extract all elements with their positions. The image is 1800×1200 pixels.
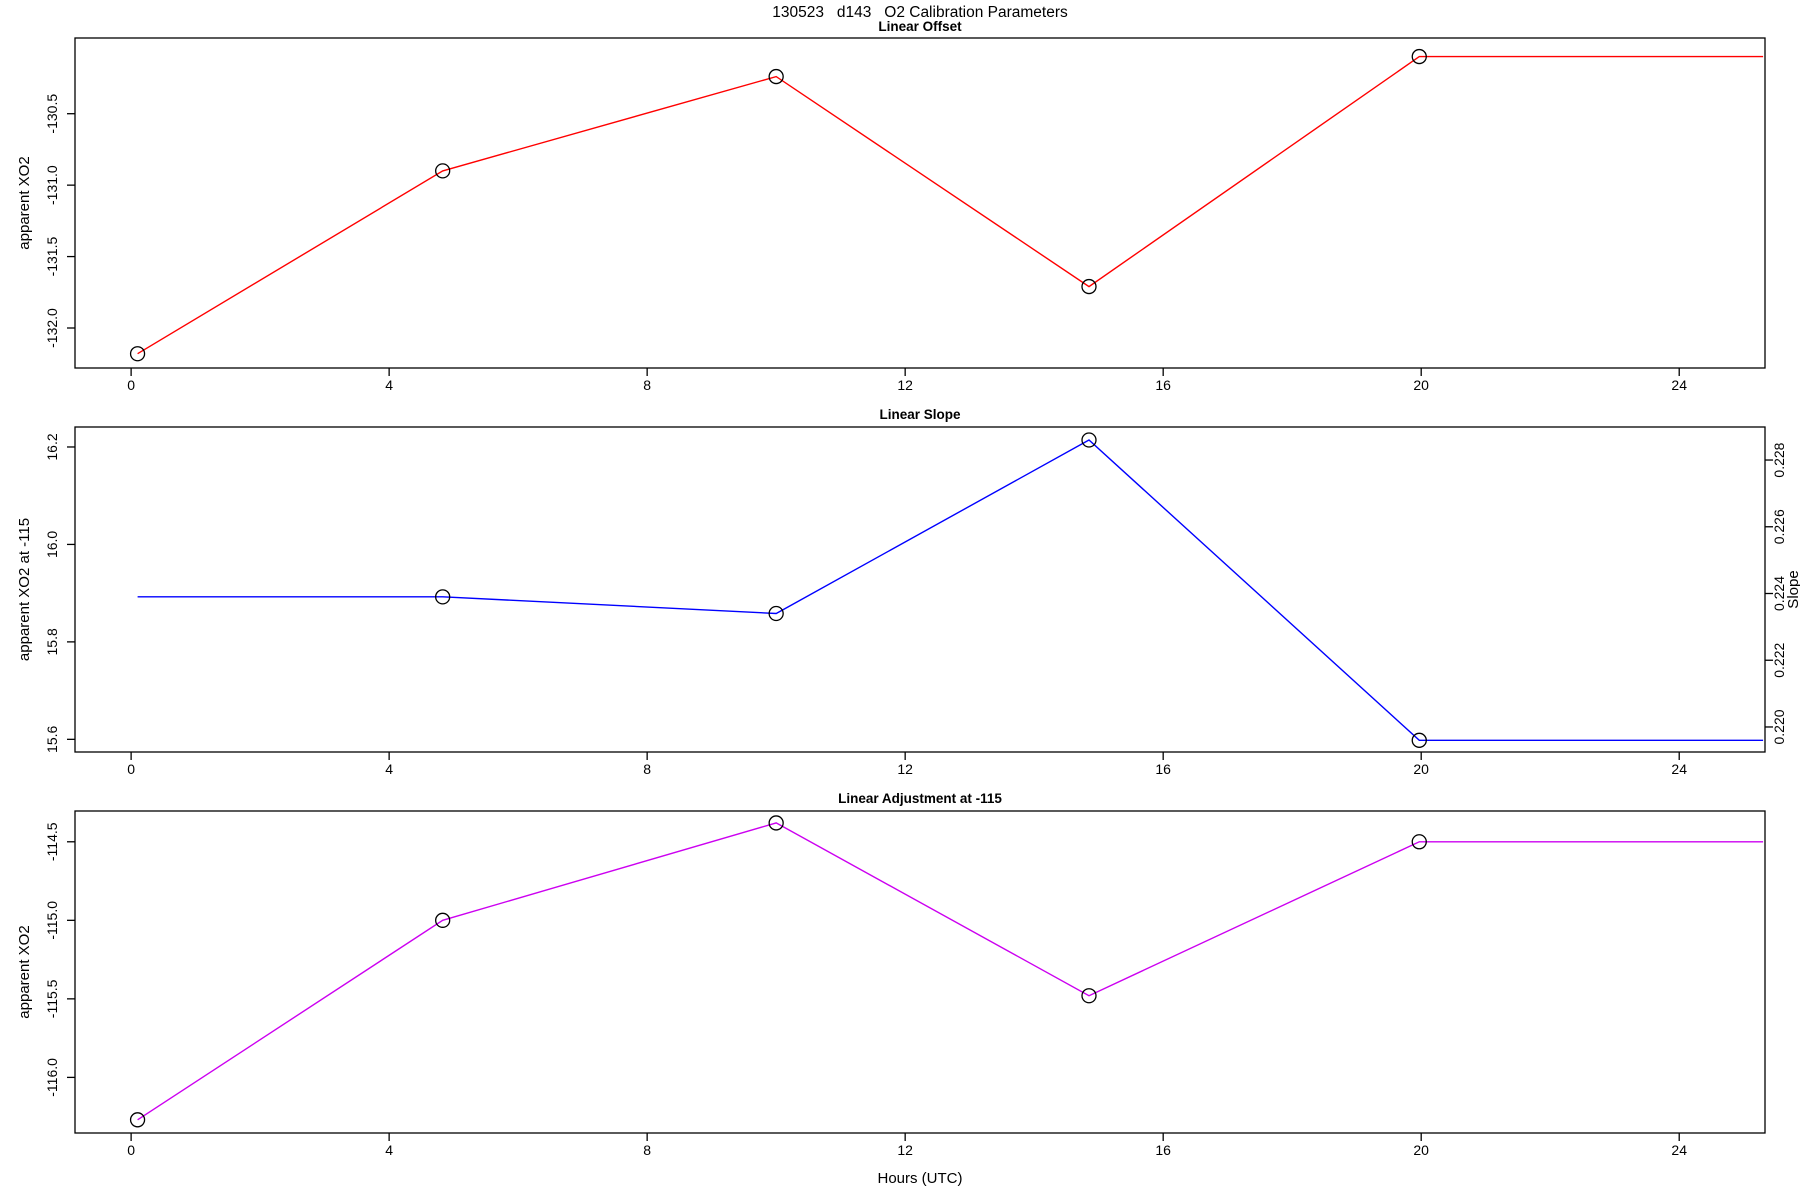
- y-tick-label-right: 0.228: [1771, 442, 1787, 477]
- plot-border: [74, 37, 1766, 369]
- y-tick-label-right: 0.222: [1771, 643, 1787, 678]
- x-tick-label: 0: [127, 761, 135, 777]
- data-point-marker: [1411, 48, 1427, 65]
- x-tick-label: 20: [1413, 377, 1429, 393]
- data-point-marker: [768, 605, 784, 622]
- y-tick-label-right: 0.224: [1771, 576, 1787, 611]
- x-tick-label: 12: [897, 1142, 913, 1158]
- x-tick-label: 0: [127, 1142, 135, 1158]
- y-tick-label-left: 15.8: [44, 628, 60, 655]
- x-tick-label: 20: [1413, 761, 1429, 777]
- y-tick-label-left: -115.5: [44, 979, 60, 1018]
- data-line: [137, 55, 1764, 355]
- data-line: [137, 822, 1764, 1121]
- data-point-marker: [1081, 432, 1097, 448]
- data-point-marker: [435, 163, 451, 179]
- x-tick-label: 4: [385, 1142, 393, 1158]
- y-tick-label-left: 15.6: [44, 725, 60, 752]
- data-point-marker: [129, 1112, 146, 1128]
- panel-2: 0 4 8 12 16 20 24 -116.0 -115.5 -115.0 -114.5 appar…: [16, 810, 1766, 1158]
- data-point-marker: [1411, 732, 1427, 748]
- y-tick-label-left: -114.5: [44, 822, 60, 861]
- x-tick-label: 8: [643, 761, 651, 777]
- x-tick-label: 16: [1155, 377, 1171, 393]
- y-tick-label-left: -132.0: [44, 308, 60, 348]
- figure-title: 130523 d143 O2 Calibration Parameters: [772, 4, 1068, 21]
- data-point-marker: [1081, 988, 1097, 1004]
- y-axis-label-left: apparent XO2: [16, 925, 33, 1018]
- x-tick-label: 8: [643, 377, 651, 393]
- y-axis-label-left: apparent XO2: [16, 156, 33, 249]
- data-point-marker: [129, 346, 146, 362]
- data-line: [137, 439, 1764, 741]
- panel-1: 0 4 8 12 16 20 24 15.6 15.8 16.0 16.2 apparent XO2 …: [16, 426, 1800, 777]
- y-tick-label-right: 0.220: [1771, 709, 1787, 744]
- data-point-marker: [435, 589, 451, 605]
- x-tick-label: 24: [1671, 1142, 1687, 1158]
- x-tick-label: 0: [127, 377, 135, 393]
- panel-title-linear-offset: Linear Offset: [878, 19, 962, 34]
- data-point-marker: [768, 815, 784, 831]
- x-tick-label: 4: [385, 761, 393, 777]
- y-tick-label-left: 16.0: [44, 531, 60, 558]
- x-tick-label: 12: [897, 761, 913, 777]
- y-tick-label-left: -131.0: [44, 165, 60, 205]
- data-point-marker: [1081, 278, 1097, 295]
- y-axis-label-left: apparent XO2 at -115: [16, 518, 33, 661]
- x-tick-label: 24: [1671, 761, 1687, 777]
- x-tick-label: 16: [1155, 761, 1171, 777]
- data-point-marker: [435, 912, 451, 928]
- x-tick-label: 8: [643, 1142, 651, 1158]
- x-tick-label: 20: [1413, 1142, 1429, 1158]
- x-tick-label: 12: [897, 377, 913, 393]
- panel-0: 0 4 8 12 16 20 24 -132.0 -131.5 -131.0 -130.5 appar…: [16, 37, 1766, 393]
- data-point-marker: [1411, 834, 1427, 850]
- x-tick-label: 16: [1155, 1142, 1171, 1158]
- data-point-marker: [768, 68, 784, 85]
- panel-title-linear-adjustment: Linear Adjustment at -115: [838, 791, 1002, 806]
- x-tick-label: 24: [1671, 377, 1687, 393]
- panel-title-linear-slope: Linear Slope: [879, 407, 961, 422]
- y-tick-label-left: -131.5: [44, 237, 60, 277]
- plot-border: [74, 810, 1766, 1134]
- y-tick-label-left: 16.2: [44, 433, 60, 460]
- y-tick-label-left: -116.0: [44, 1058, 60, 1097]
- plot-border: [74, 426, 1766, 753]
- y-axis-label-right: Slope: [1785, 570, 1800, 608]
- y-tick-label-left: -115.0: [44, 901, 60, 940]
- x-tick-label: 4: [385, 377, 393, 393]
- x-axis-label: Hours (UTC): [877, 1170, 963, 1187]
- y-tick-label-right: 0.226: [1771, 509, 1787, 544]
- y-tick-label-left: -130.5: [44, 94, 60, 134]
